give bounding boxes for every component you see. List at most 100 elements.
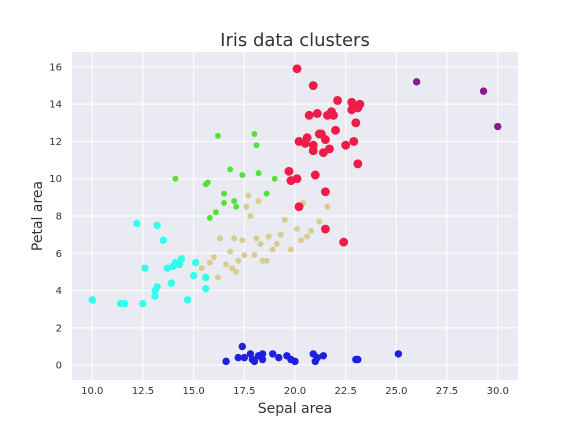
data-point: [250, 357, 259, 366]
y-tick-label: 14: [49, 100, 62, 111]
data-point: [355, 99, 365, 109]
data-point: [233, 268, 240, 275]
data-point: [215, 274, 221, 281]
data-point: [313, 353, 322, 362]
data-point: [347, 105, 357, 115]
data-point: [210, 254, 217, 260]
data-point: [316, 218, 323, 225]
data-point: [240, 353, 249, 362]
data-point: [223, 261, 230, 268]
data-point: [292, 64, 302, 74]
data-point: [354, 355, 362, 364]
x-tick-label: 10.0: [81, 386, 103, 397]
data-point: [246, 350, 255, 358]
data-point: [339, 237, 349, 247]
data-point: [320, 224, 330, 234]
data-point: [191, 258, 200, 267]
data-point: [153, 283, 161, 291]
data-point: [255, 198, 262, 205]
data-point: [304, 110, 314, 120]
data-point: [247, 213, 254, 219]
data-point: [292, 174, 302, 184]
data-point: [324, 203, 331, 210]
data-point: [263, 190, 270, 197]
y-tick-label: 16: [49, 62, 62, 73]
data-point: [341, 140, 351, 150]
data-point: [239, 172, 246, 178]
data-point: [88, 296, 96, 304]
data-point: [287, 246, 294, 253]
data-point: [281, 216, 288, 223]
data-point: [268, 350, 277, 358]
data-point: [167, 279, 176, 287]
data-point: [139, 299, 147, 308]
data-point: [255, 170, 262, 177]
data-point: [227, 166, 234, 173]
data-point: [239, 237, 246, 244]
data-point: [312, 109, 322, 118]
data-point: [172, 175, 179, 182]
data-point: [253, 235, 260, 242]
x-tick-label: 27.5: [436, 386, 458, 397]
data-point: [159, 236, 167, 244]
data-point: [251, 252, 258, 259]
data-point: [277, 231, 284, 238]
data-point: [141, 264, 149, 272]
x-tick-label: 15.0: [183, 386, 205, 397]
data-point: [153, 221, 161, 230]
data-point: [271, 175, 278, 182]
data-point: [304, 233, 311, 240]
data-point: [222, 357, 230, 366]
data-point: [215, 132, 221, 139]
data-point: [258, 355, 267, 364]
data-point: [308, 81, 318, 90]
data-points: [88, 64, 502, 366]
data-point: [212, 209, 219, 216]
data-point: [183, 296, 192, 304]
data-point: [310, 170, 320, 180]
data-point: [151, 292, 159, 300]
data-point: [251, 131, 258, 137]
y-tick-label: 8: [56, 212, 62, 223]
data-point: [319, 352, 328, 360]
data-point: [291, 357, 299, 366]
data-point: [245, 192, 252, 199]
data-point: [351, 118, 361, 128]
data-point: [241, 252, 248, 259]
data-point: [163, 264, 171, 272]
cluster-2: [172, 131, 278, 221]
data-point: [221, 199, 228, 206]
data-point: [206, 214, 213, 221]
data-point: [133, 219, 141, 228]
data-point: [273, 240, 280, 247]
data-point: [331, 125, 340, 135]
data-point: [265, 233, 272, 240]
data-point: [202, 284, 210, 293]
y-tick-label: 2: [56, 323, 62, 334]
data-point: [294, 226, 300, 233]
data-point: [308, 227, 315, 234]
cluster-4: [284, 64, 365, 247]
cluster-5: [412, 78, 502, 131]
y-tick-label: 12: [49, 137, 62, 148]
data-point: [394, 350, 403, 358]
data-point: [235, 257, 242, 264]
data-point: [479, 87, 488, 95]
y-tick-label: 0: [56, 361, 62, 372]
data-point: [229, 265, 236, 272]
x-tick-label: 30.0: [487, 386, 509, 397]
x-tick-label: 22.5: [335, 386, 357, 397]
data-point: [269, 246, 276, 253]
y-tick-label: 4: [56, 286, 62, 297]
data-point: [259, 257, 266, 264]
data-point: [231, 235, 238, 242]
data-point: [231, 198, 238, 205]
data-point: [206, 259, 213, 266]
data-point: [294, 202, 304, 212]
x-tick-label: 12.5: [132, 386, 154, 397]
data-point: [333, 96, 343, 105]
y-tick-label: 6: [56, 249, 62, 260]
data-point: [349, 137, 359, 146]
data-point: [325, 144, 334, 154]
